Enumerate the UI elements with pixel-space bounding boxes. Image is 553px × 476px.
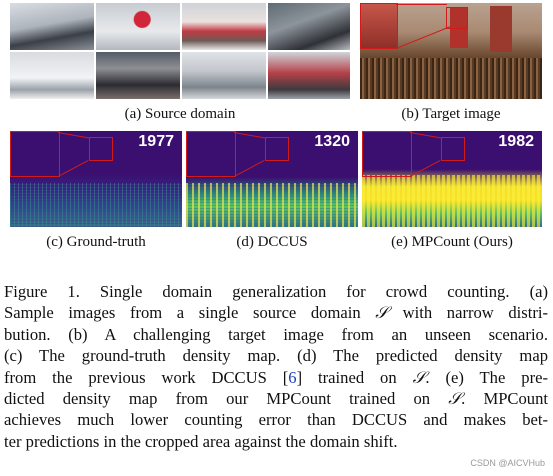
source-image-6 xyxy=(96,52,180,99)
source-image-5 xyxy=(10,52,94,99)
source-image-8 xyxy=(268,52,350,99)
crowd-region xyxy=(360,58,542,99)
caption-line: ter predictions in the cropped area agai… xyxy=(4,431,398,451)
crop-link-line-lower xyxy=(58,160,89,177)
citation-link[interactable]: 6 xyxy=(288,367,297,387)
crop-zoom-box xyxy=(362,131,412,177)
crop-link-line-lower xyxy=(396,26,451,49)
caption-line: Figure 1. Single domain generalization f… xyxy=(4,282,548,301)
crop-zoom-box xyxy=(360,3,398,49)
caption-ground-truth: (c) Ground-truth xyxy=(46,234,146,250)
caption-dccus: (d) DCCUS xyxy=(236,234,308,250)
caption-line: Sample images from a single source domai… xyxy=(4,303,548,323)
source-image-3 xyxy=(182,3,266,50)
caption-line: from the previous work DCCUS [6] trained… xyxy=(4,367,548,387)
figure-caption: Figure 1. Single domain generalization f… xyxy=(4,281,548,452)
math-symbol-s: 𝒮 xyxy=(448,389,462,409)
crop-link-line-lower xyxy=(234,160,265,177)
crop-link-line xyxy=(409,132,442,139)
ground-truth-density-map: 1977 xyxy=(10,131,182,227)
density-speckle xyxy=(186,183,358,227)
caption-target-image: (b) Target image xyxy=(401,106,501,122)
crop-zoom-box xyxy=(186,131,236,177)
caption-line: (c) The ground-truth density map. (d) Th… xyxy=(4,346,548,366)
density-speckle xyxy=(362,175,542,227)
crop-region-box xyxy=(441,137,465,161)
caption-line: dicted density map from our MPCount trai… xyxy=(4,389,548,409)
dccus-density-map: 1320 xyxy=(186,131,358,227)
caption-line: achieves much lower counting error than … xyxy=(4,410,548,430)
crop-region-box xyxy=(89,137,113,161)
crop-link-line xyxy=(396,4,447,5)
crop-link-line xyxy=(57,132,90,139)
count-label: 1982 xyxy=(498,133,534,150)
caption-source-domain: (a) Source domain xyxy=(124,106,236,122)
source-image-4 xyxy=(268,3,350,50)
source-domain-panel xyxy=(10,3,350,99)
crop-zoom-box xyxy=(10,131,60,177)
mpcount-density-map: 1982 xyxy=(362,131,542,227)
source-image-2 xyxy=(96,3,180,50)
source-image-1 xyxy=(10,3,94,50)
crop-region-box xyxy=(446,7,468,29)
count-label: 1977 xyxy=(138,133,174,150)
density-speckle xyxy=(10,183,182,227)
math-symbol-s: 𝒮 xyxy=(375,303,389,323)
watermark: CSDN @AICVHub xyxy=(470,458,545,468)
crop-link-line xyxy=(233,132,266,139)
target-image-panel xyxy=(360,3,542,99)
count-label: 1320 xyxy=(314,133,350,150)
crop-region-box xyxy=(265,137,289,161)
effigy-figure-right xyxy=(490,6,512,52)
caption-mpcount: (e) MPCount (Ours) xyxy=(391,234,513,250)
source-image-7 xyxy=(182,52,266,99)
math-symbol-s: 𝒮 xyxy=(412,367,426,387)
caption-line: bution. (b) A challenging target image f… xyxy=(4,324,548,344)
